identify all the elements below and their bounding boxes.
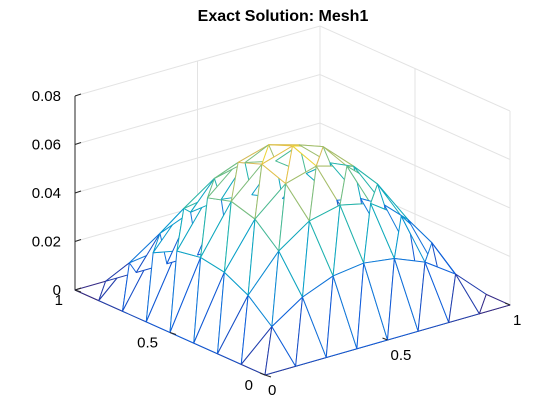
y-tick-label: 0.5 xyxy=(137,335,158,352)
z-gridline xyxy=(74,25,511,112)
y-tick-mark xyxy=(169,332,177,335)
z-tick-mark xyxy=(74,93,82,97)
z-tick-mark xyxy=(74,239,82,242)
z-tick-mark xyxy=(74,190,82,194)
y-tick-mark xyxy=(74,289,82,293)
z-tick-mark xyxy=(74,142,82,145)
z-tick-mark xyxy=(74,287,82,291)
y-tick-mark xyxy=(264,374,272,378)
mesh-triangle xyxy=(478,293,511,315)
y-tick-label: 0 xyxy=(245,377,253,394)
x-tick-mark xyxy=(382,337,388,341)
x-tick-mark xyxy=(259,372,266,376)
z-tick-label: 0.08 xyxy=(32,88,61,105)
x-tick-label: 0.5 xyxy=(391,347,412,364)
x-tick-label: 1 xyxy=(513,312,521,329)
surface-mesh xyxy=(74,144,511,376)
z-tick-label: 0 xyxy=(53,282,61,299)
y-tick-label: 1 xyxy=(55,292,63,309)
x-tick-label: 0 xyxy=(268,382,276,399)
x-tick-mark xyxy=(504,302,511,306)
z-tick-label: 0.02 xyxy=(32,234,61,251)
z-tick-label: 0.04 xyxy=(32,185,61,202)
z-tick-label: 0.06 xyxy=(32,137,61,154)
chart-title: Exact Solution: Mesh1 xyxy=(198,8,369,25)
